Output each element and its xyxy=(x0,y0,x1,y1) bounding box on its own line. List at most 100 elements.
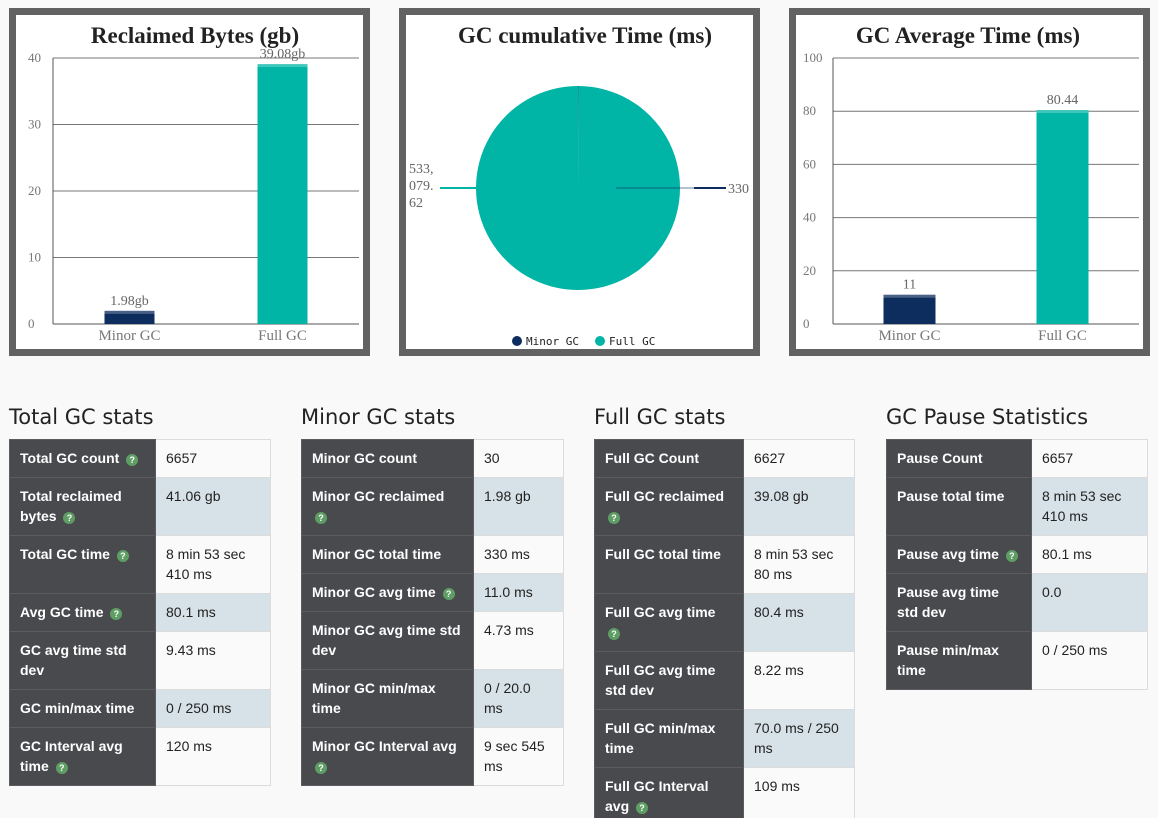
stat-label: Total reclaimed bytes ? xyxy=(9,477,156,536)
help-icon[interactable]: ? xyxy=(126,454,139,466)
stat-value: 0 / 250 ms xyxy=(155,689,271,728)
stat-value: 8 min 53 sec 410 ms xyxy=(155,535,271,594)
stat-value: 8 min 53 sec 410 ms xyxy=(1031,477,1148,536)
table-row: Full GC total time 8 min 53 sec 80 ms xyxy=(594,535,855,594)
full-gc-stats: Full GC stats Full GC Count 6627 Full GC r… xyxy=(594,400,855,818)
stat-value: 41.06 gb xyxy=(155,477,271,536)
stat-label-text: Total GC time xyxy=(20,546,110,562)
stat-label-text: Pause Count xyxy=(897,450,983,466)
table-row: Pause Count 6657 xyxy=(886,439,1148,478)
stat-label-text: Minor GC avg time xyxy=(312,584,436,600)
stat-value: 330 ms xyxy=(473,535,564,574)
stat-label-text: Full GC Count xyxy=(605,450,700,466)
stat-label: Minor GC Interval avg ? xyxy=(301,727,474,786)
section-title: Full GC stats xyxy=(594,405,726,429)
table-row: Minor GC Interval avg ? 9 sec 545 ms xyxy=(301,727,564,786)
y-tick-label: 40 xyxy=(803,210,816,225)
data-label: 39.08gb xyxy=(260,47,306,62)
help-icon[interactable]: ? xyxy=(116,550,129,562)
stat-label-text: Full GC min/max time xyxy=(605,720,716,756)
gc-average-time-chart: GC Average Time (ms) 0 20 40 60 80 100 11 Minor… xyxy=(789,8,1150,356)
bar[interactable] xyxy=(104,310,155,324)
help-icon[interactable]: ? xyxy=(110,608,123,620)
chart-title: GC cumulative Time (ms) xyxy=(458,23,712,48)
stat-value: 0.0 xyxy=(1031,573,1148,632)
stat-label: Pause total time xyxy=(886,477,1032,536)
data-label: 62 xyxy=(409,196,423,211)
help-icon[interactable]: ? xyxy=(608,512,620,524)
stat-label-text: Avg GC time xyxy=(20,604,104,620)
table-row: Pause avg time std dev 0.0 xyxy=(886,573,1148,632)
section-title: Minor GC stats xyxy=(301,405,456,429)
chart-title: GC Average Time (ms) xyxy=(856,23,1080,48)
stat-label: Full GC avg time std dev xyxy=(594,651,744,710)
help-icon[interactable]: ? xyxy=(63,512,76,524)
bar[interactable] xyxy=(1036,110,1089,324)
table-row: Minor GC min/max time 0 / 20.0 ms xyxy=(301,669,564,728)
help-icon[interactable]: ? xyxy=(315,512,327,524)
legend-label[interactable]: Full GC xyxy=(609,335,655,348)
stat-label: Minor GC count xyxy=(301,439,474,478)
stat-value: 1.98 gb xyxy=(473,477,564,536)
y-tick-label: 100 xyxy=(803,50,823,65)
y-tick-label: 10 xyxy=(28,250,41,265)
help-icon[interactable]: ? xyxy=(608,628,620,640)
data-label: 330 xyxy=(728,182,749,197)
x-category-label: Minor GC xyxy=(98,328,160,344)
bar[interactable] xyxy=(257,64,308,325)
stat-value: 30 xyxy=(473,439,564,478)
bar[interactable] xyxy=(883,294,936,324)
legend-label[interactable]: Minor GC xyxy=(526,335,579,348)
bar-highlight xyxy=(883,294,936,298)
stat-value: 11.0 ms xyxy=(473,573,564,612)
stat-label: Full GC avg time ? xyxy=(594,593,744,652)
x-category-label: Minor GC xyxy=(878,328,940,344)
help-icon[interactable]: ? xyxy=(636,802,649,814)
stat-value: 6627 xyxy=(743,439,855,478)
table-row: Minor GC reclaimed ? 1.98 gb xyxy=(301,477,564,536)
stat-label-text: Total reclaimed bytes xyxy=(20,488,122,524)
help-icon[interactable]: ? xyxy=(55,762,68,774)
help-icon[interactable]: ? xyxy=(1005,550,1018,562)
data-label: 80.44 xyxy=(1047,93,1079,108)
stat-label-text: Pause avg time xyxy=(897,546,999,562)
stat-label-text: Minor GC total time xyxy=(312,546,442,562)
stat-label-text: Minor GC reclaimed xyxy=(312,488,445,504)
stat-value: 6657 xyxy=(1031,439,1148,478)
y-tick-label: 0 xyxy=(803,316,810,331)
table-row: GC min/max time 0 / 250 ms xyxy=(9,689,271,728)
stat-value: 80.1 ms xyxy=(1031,535,1148,574)
stat-label: Minor GC min/max time xyxy=(301,669,474,728)
table-row: Minor GC avg time ? 11.0 ms xyxy=(301,573,564,612)
gc-pause-stats-table: Pause Count 6657 Pause total time 8 min 53 … xyxy=(886,439,1148,690)
y-tick-label: 80 xyxy=(803,103,816,118)
stat-label: Minor GC avg time ? xyxy=(301,573,474,612)
table-row: Total GC count ? 6657 xyxy=(9,439,271,478)
y-tick-label: 60 xyxy=(803,156,816,171)
table-row: Minor GC total time 330 ms xyxy=(301,535,564,574)
y-tick-label: 20 xyxy=(803,263,816,278)
stat-label-text: GC min/max time xyxy=(20,700,135,716)
reclaimed-bytes-svg: Reclaimed Bytes (gb) 0 10 20 30 40 1.98gb Mino… xyxy=(28,23,359,344)
stat-label-text: Full GC total time xyxy=(605,546,721,562)
stat-value: 4.73 ms xyxy=(473,611,564,670)
help-icon[interactable]: ? xyxy=(315,762,327,774)
data-label: 533, xyxy=(409,162,434,177)
bar-highlight xyxy=(257,64,308,68)
legend-marker[interactable] xyxy=(512,336,522,346)
stat-label-text: Pause avg time std dev xyxy=(897,584,999,620)
help-icon[interactable]: ? xyxy=(442,588,455,600)
table-row: Total GC time ? 8 min 53 sec 410 ms xyxy=(9,535,271,594)
data-label: 079. xyxy=(409,179,434,194)
stat-label-text: Minor GC count xyxy=(312,450,417,466)
section-title: GC Pause Statistics xyxy=(886,405,1089,429)
total-gc-stats-table: Total GC count ? 6657 Total reclaimed byte… xyxy=(9,439,271,786)
data-label: 1.98gb xyxy=(110,294,149,309)
stat-value: 80.4 ms xyxy=(743,593,855,652)
legend-marker[interactable] xyxy=(595,336,605,346)
stat-label: Full GC min/max time xyxy=(594,709,744,768)
full-gc-stats-table: Full GC Count 6627 Full GC reclaimed ? 39.0… xyxy=(594,439,855,818)
total-gc-stats: Total GC stats Total GC count ? 6657 Total… xyxy=(9,400,271,786)
pie-slice[interactable] xyxy=(476,86,681,290)
reclaimed-bytes-chart: Reclaimed Bytes (gb) 0 10 20 30 40 1.98gb Mino… xyxy=(9,8,370,356)
